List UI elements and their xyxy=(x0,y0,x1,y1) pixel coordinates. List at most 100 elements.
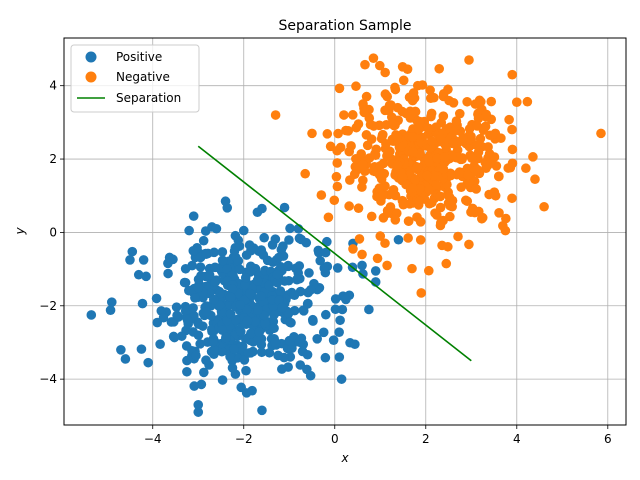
point-positive xyxy=(105,305,116,315)
point-negative xyxy=(429,170,439,181)
point-negative xyxy=(397,172,408,182)
point-negative xyxy=(528,152,538,162)
point-positive xyxy=(277,364,287,374)
point-negative xyxy=(377,129,388,140)
point-positive xyxy=(393,234,404,245)
point-negative xyxy=(351,153,361,164)
point-negative xyxy=(307,128,317,139)
point-positive xyxy=(269,310,279,320)
point-negative xyxy=(381,139,391,149)
point-positive xyxy=(314,247,324,258)
point-positive xyxy=(217,255,228,266)
point-negative xyxy=(438,215,448,226)
point-positive xyxy=(193,407,204,417)
point-negative xyxy=(596,128,606,139)
point-negative xyxy=(343,126,354,136)
point-negative xyxy=(521,163,531,174)
point-negative xyxy=(466,153,477,163)
point-positive xyxy=(196,270,206,281)
point-positive xyxy=(302,349,313,360)
point-negative xyxy=(410,107,421,117)
point-negative xyxy=(473,113,484,124)
point-negative xyxy=(358,99,368,109)
point-positive xyxy=(259,310,270,321)
point-negative xyxy=(415,116,425,127)
point-positive xyxy=(181,341,192,351)
point-positive xyxy=(257,405,267,416)
point-positive xyxy=(272,269,283,280)
y-tick-label: −4 xyxy=(39,372,57,386)
point-negative xyxy=(438,89,449,99)
point-negative xyxy=(407,263,417,274)
point-positive xyxy=(245,288,255,299)
point-negative xyxy=(429,92,439,103)
point-positive xyxy=(182,366,192,377)
point-negative xyxy=(464,55,474,65)
point-negative xyxy=(486,96,497,107)
point-positive xyxy=(193,400,204,410)
point-negative xyxy=(332,181,343,192)
point-positive xyxy=(209,345,219,355)
point-negative xyxy=(366,134,377,144)
point-positive xyxy=(259,232,269,243)
point-negative xyxy=(434,63,445,74)
point-positive xyxy=(217,375,228,385)
point-negative xyxy=(472,121,482,131)
point-positive xyxy=(319,263,330,273)
point-negative xyxy=(329,195,340,206)
point-negative xyxy=(476,96,486,107)
point-positive xyxy=(199,367,209,378)
point-positive xyxy=(196,379,207,390)
point-negative xyxy=(339,110,349,120)
point-positive xyxy=(229,246,240,256)
point-positive xyxy=(204,270,215,280)
point-negative xyxy=(357,159,368,170)
point-negative xyxy=(407,95,418,106)
point-positive xyxy=(188,246,199,256)
point-positive xyxy=(358,269,368,279)
point-positive xyxy=(276,262,286,272)
point-negative xyxy=(530,174,540,185)
point-negative xyxy=(439,152,450,162)
point-positive xyxy=(193,319,204,329)
point-positive xyxy=(233,256,244,266)
point-negative xyxy=(398,199,409,210)
point-positive xyxy=(217,325,228,335)
point-positive xyxy=(106,297,117,307)
point-positive xyxy=(341,294,351,305)
point-positive xyxy=(357,260,367,271)
point-positive xyxy=(279,352,289,363)
point-positive xyxy=(201,307,212,317)
point-positive xyxy=(252,275,263,286)
point-negative xyxy=(415,217,426,227)
point-positive xyxy=(320,247,331,258)
x-tick-label: 6 xyxy=(604,432,612,446)
y-tick-label: 0 xyxy=(49,225,57,239)
point-positive xyxy=(279,276,290,286)
point-negative xyxy=(458,133,468,143)
point-negative xyxy=(357,249,367,260)
point-negative xyxy=(374,60,385,71)
point-negative xyxy=(481,109,492,120)
point-negative xyxy=(382,205,393,216)
x-tick-label: 2 xyxy=(422,432,430,446)
y-tick-label: 2 xyxy=(49,152,57,166)
point-positive xyxy=(182,355,192,366)
point-positive xyxy=(283,308,294,319)
point-negative xyxy=(445,170,456,181)
point-positive xyxy=(240,272,251,283)
point-positive xyxy=(221,332,231,343)
point-negative xyxy=(366,211,377,222)
point-negative xyxy=(431,179,442,190)
point-negative xyxy=(397,106,408,117)
point-negative xyxy=(386,100,396,110)
point-positive xyxy=(335,315,345,326)
point-positive xyxy=(247,385,257,396)
point-negative xyxy=(390,215,401,225)
point-positive xyxy=(172,310,182,321)
point-positive xyxy=(155,339,165,349)
point-positive xyxy=(253,305,263,315)
point-positive xyxy=(141,271,151,282)
point-positive xyxy=(364,304,374,315)
